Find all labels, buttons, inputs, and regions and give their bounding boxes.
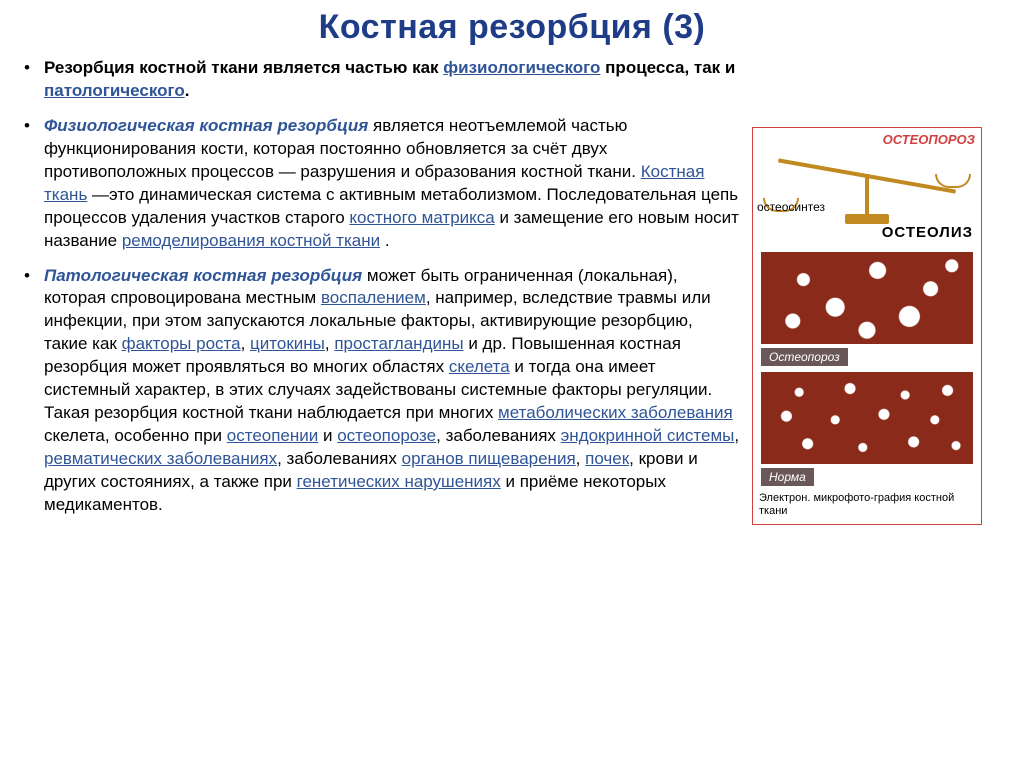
link-pathological[interactable]: патологического <box>44 81 185 100</box>
link-genetic[interactable]: генетических нарушениях <box>297 472 501 491</box>
balance-pan-right <box>935 174 971 188</box>
balance-post <box>865 174 869 218</box>
link-skeleton[interactable]: скелета <box>449 357 510 376</box>
diagram-balance-area: ОСТЕОПОРОЗ остеосинтез ОСТЕОЛИЗ <box>753 128 981 248</box>
b3-c3: , <box>734 426 739 445</box>
bone-label-2: Норма <box>761 468 814 486</box>
link-cytokines[interactable]: цитокины <box>250 334 325 353</box>
link-rheumatic[interactable]: ревматических заболеваниях <box>44 449 277 468</box>
b1-end: . <box>185 81 190 100</box>
content-area: Резорбция костной ткани является частью … <box>20 57 1004 529</box>
b2-head: Физиологическая костная резорбция <box>44 116 368 135</box>
b3-head: Патологическая костная резорбция <box>44 266 362 285</box>
bone-pattern-dense <box>761 372 973 464</box>
slide: Костная резорбция (3) Резорбция костной … <box>0 0 1024 767</box>
text-column: Резорбция костной ткани является частью … <box>20 57 740 529</box>
link-metabolic-diseases[interactable]: метаболических заболевания <box>498 403 733 422</box>
b1-mid: процесса, так и <box>600 58 735 77</box>
label-osteosintez: остеосинтез <box>757 200 825 214</box>
b3-p7: , заболеваниях <box>436 426 561 445</box>
bullet-3: Патологическая костная резорбция может б… <box>44 265 740 517</box>
bone-image-osteoporosis: Остеопороз <box>753 248 981 368</box>
b3-p6: и <box>318 426 337 445</box>
diagram-box: ОСТЕОПОРОЗ остеосинтез ОСТЕОЛИЗ Остеопор… <box>752 127 982 525</box>
link-endocrine[interactable]: эндокринной системы <box>561 426 735 445</box>
bone-image-normal: Норма <box>753 368 981 488</box>
b2-p4: . <box>380 231 389 250</box>
bullet-1: Резорбция костной ткани является частью … <box>44 57 740 103</box>
link-remodeling[interactable]: ремоделирования костной ткани <box>122 231 380 250</box>
bone-label-1: Остеопороз <box>761 348 848 366</box>
b3-p5: скелета, особенно при <box>44 426 227 445</box>
image-column: ОСТЕОПОРОЗ остеосинтез ОСТЕОЛИЗ Остеопор… <box>752 127 982 529</box>
link-kidneys[interactable]: почек <box>585 449 629 468</box>
link-bone-matrix[interactable]: костного матрикса <box>349 208 494 227</box>
link-osteopenia[interactable]: остеопении <box>227 426 319 445</box>
label-osteoporoz: ОСТЕОПОРОЗ <box>883 132 975 147</box>
b1-prefix: Резорбция костной ткани является частью … <box>44 58 443 77</box>
link-inflammation[interactable]: воспалением <box>321 288 426 307</box>
link-prostaglandins[interactable]: простагландины <box>334 334 463 353</box>
bone-pattern-sparse <box>761 252 973 344</box>
balance-base <box>845 214 889 224</box>
label-osteoliz: ОСТЕОЛИЗ <box>882 224 973 241</box>
link-osteoporosis[interactable]: остеопорозе <box>337 426 436 445</box>
b3-c2: , <box>325 334 334 353</box>
diagram-caption: Электрон. микрофото-графия костной ткани <box>753 488 981 524</box>
link-digestive[interactable]: органов пищеварения <box>402 449 576 468</box>
link-growth-factors[interactable]: факторы роста <box>122 334 241 353</box>
slide-title: Костная резорбция (3) <box>20 8 1004 47</box>
b3-c1: , <box>241 334 250 353</box>
b3-p8: , заболеваниях <box>277 449 402 468</box>
bullet-2: Физиологическая костная резорбция являет… <box>44 115 740 253</box>
link-physiological[interactable]: физиологического <box>443 58 600 77</box>
b3-c4: , <box>576 449 585 468</box>
bullet-list: Резорбция костной ткани является частью … <box>20 57 740 517</box>
